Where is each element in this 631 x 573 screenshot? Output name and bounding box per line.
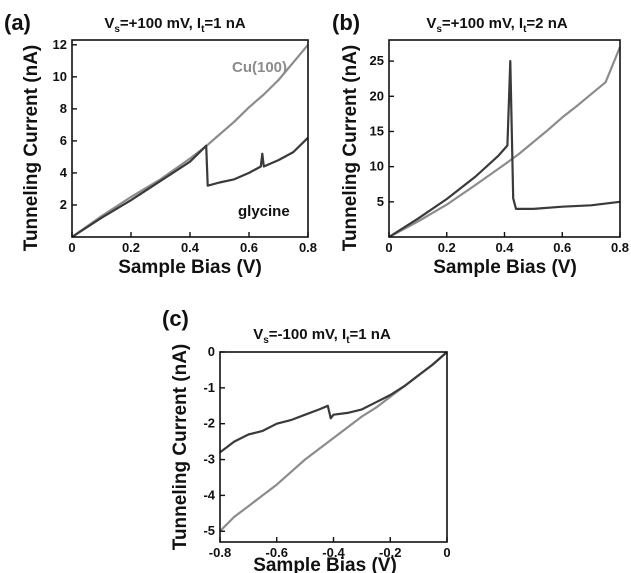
panel-c: (c) Vs=-100 mV, It=1 nA Sample Bias (V) … bbox=[162, 306, 451, 573]
panel-a-series-cu100-line bbox=[71, 44, 309, 238]
panel-b-xtick-label: 0.6 bbox=[553, 240, 571, 255]
panel-c-ytick-label: 0 bbox=[208, 344, 215, 359]
panel-b-series-cu100-line bbox=[388, 46, 622, 238]
panel-c-xtick-label: -0.6 bbox=[266, 545, 288, 560]
panel-b-plot-frame bbox=[388, 39, 621, 238]
panel-a-ylabel: Tunneling Current (nA) bbox=[21, 45, 42, 252]
panel-b-xlabel: Sample Bias (V) bbox=[433, 257, 577, 278]
panel-a-xtick-label: 0 bbox=[68, 240, 75, 255]
panel-a-xtick-label: 0.6 bbox=[240, 240, 258, 255]
panel-c-ytick-label: -3 bbox=[203, 452, 215, 467]
panel-c-ytick-label: -4 bbox=[203, 487, 215, 502]
panel-b-xtick-label: 0.2 bbox=[438, 240, 456, 255]
panel-a-title: Vs=+100 mV, It=1 nA bbox=[104, 15, 246, 35]
panel-c-ytick-label: -1 bbox=[203, 380, 215, 395]
panel-a-annotation-glycine: glycine bbox=[238, 203, 290, 220]
panel-a-ytick-label: 4 bbox=[60, 165, 68, 180]
panel-c-xtick-label: -0.8 bbox=[209, 545, 231, 560]
panel-a-annotation-cu: Cu(100) bbox=[232, 59, 287, 76]
panel-a-xlabel: Sample Bias (V) bbox=[118, 257, 262, 278]
panel-c-ylabel: Tunneling Current (nA) bbox=[170, 344, 191, 551]
panel-b-title: Vs=+100 mV, It=2 nA bbox=[426, 15, 568, 35]
panel-b-letter: (b) bbox=[332, 10, 360, 35]
panel-b-series-glycine-line bbox=[388, 60, 621, 238]
panel-b-ytick-label: 25 bbox=[370, 53, 384, 68]
panel-b-xtick-label: 0.8 bbox=[611, 240, 629, 255]
panel-a-xtick-label: 0.2 bbox=[122, 240, 140, 255]
panel-a-ytick-label: 6 bbox=[60, 133, 67, 148]
panel-c-xlabel: Sample Bias (V) bbox=[253, 555, 397, 573]
panel-a-letter: (a) bbox=[4, 10, 31, 35]
panel-c-xtick-label: -0.2 bbox=[379, 545, 401, 560]
panel-b-ylabel: Tunneling Current (nA) bbox=[340, 45, 361, 252]
panel-c-series-glycine-line bbox=[219, 351, 448, 454]
panel-a-xtick-label: 0.4 bbox=[181, 240, 200, 255]
panel-b-xtick-label: 0.4 bbox=[495, 240, 514, 255]
panel-b-xtick-label: 0 bbox=[385, 240, 392, 255]
panel-c-letter: (c) bbox=[162, 306, 189, 331]
panel-a-ytick-label: 12 bbox=[53, 37, 67, 52]
panel-b-ytick-label: 15 bbox=[370, 123, 384, 138]
panel-a-xtick-label: 0.8 bbox=[299, 240, 317, 255]
panel-b-ytick-label: 10 bbox=[370, 159, 384, 174]
panel-b: (b) Vs=+100 mV, It=2 nA Sample Bias (V) … bbox=[332, 10, 629, 278]
panel-b-ytick-label: 5 bbox=[377, 194, 384, 209]
panel-c-title: Vs=-100 mV, It=1 nA bbox=[253, 326, 391, 346]
panel-a: (a) Vs=+100 mV, It=1 nA Sample Bias (V) … bbox=[4, 10, 317, 278]
panel-c-xtick-label: 0 bbox=[443, 545, 450, 560]
panel-a-ytick-label: 10 bbox=[53, 69, 67, 84]
panel-a-series-glycine-line bbox=[71, 136, 309, 238]
panel-c-ytick-label: -5 bbox=[203, 523, 215, 538]
panel-c-ytick-label: -2 bbox=[203, 416, 215, 431]
panel-a-ytick-label: 8 bbox=[60, 101, 67, 116]
panel-c-xtick-label: -0.4 bbox=[322, 545, 345, 560]
panel-a-ytick-label: 2 bbox=[60, 197, 67, 212]
panel-b-ytick-label: 20 bbox=[370, 88, 384, 103]
